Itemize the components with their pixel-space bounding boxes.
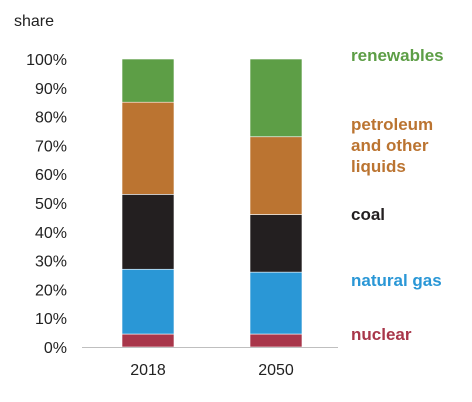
y-tick-label: 50% <box>35 196 67 213</box>
bars <box>121 58 303 348</box>
x-tick-label: 2050 <box>258 362 294 379</box>
bar-segment <box>121 333 175 348</box>
bar-segment <box>121 101 175 195</box>
y-tick-label: 10% <box>35 311 67 328</box>
legend-line: renewables <box>351 46 444 65</box>
legend-item: nuclear <box>351 325 412 344</box>
legend-item: petroleum and other liquids <box>351 115 433 176</box>
bar-segment <box>249 271 303 335</box>
y-axis-title: share <box>14 13 54 30</box>
legend-item: renewables <box>351 46 444 65</box>
legend-item: natural gas <box>351 271 442 290</box>
legend-line: and other <box>351 136 429 155</box>
y-tick-label: 0% <box>44 340 67 357</box>
legend-line: petroleum <box>351 115 433 134</box>
bar-segment <box>249 136 303 215</box>
y-axis-ticks: 0% 10% 20% 30% 40% 50% 60% 70% 80% 90% 100% <box>26 52 67 357</box>
legend-line: liquids <box>351 157 406 176</box>
y-tick-label: 70% <box>35 138 67 155</box>
legend: nuclear natural gas coal petroleum and other… <box>351 46 444 344</box>
y-tick-label: 20% <box>35 282 67 299</box>
bar-segment <box>249 214 303 273</box>
legend-line: coal <box>351 205 385 224</box>
bar-segment <box>249 58 303 138</box>
bar-segment <box>121 268 175 335</box>
bar-segment <box>121 194 175 270</box>
y-tick-label: 40% <box>35 225 67 242</box>
bar-segment <box>249 333 303 348</box>
y-tick-label: 90% <box>35 81 67 98</box>
legend-line: natural gas <box>351 271 442 290</box>
legend-item: coal <box>351 205 385 224</box>
x-tick-label: 2018 <box>130 362 166 379</box>
y-tick-label: 100% <box>26 52 67 69</box>
x-axis-ticks: 2018 2050 <box>130 362 294 379</box>
y-tick-label: 30% <box>35 254 67 271</box>
y-tick-label: 80% <box>35 110 67 127</box>
bar-segment <box>121 58 175 103</box>
legend-line: nuclear <box>351 325 412 344</box>
y-tick-label: 60% <box>35 167 67 184</box>
